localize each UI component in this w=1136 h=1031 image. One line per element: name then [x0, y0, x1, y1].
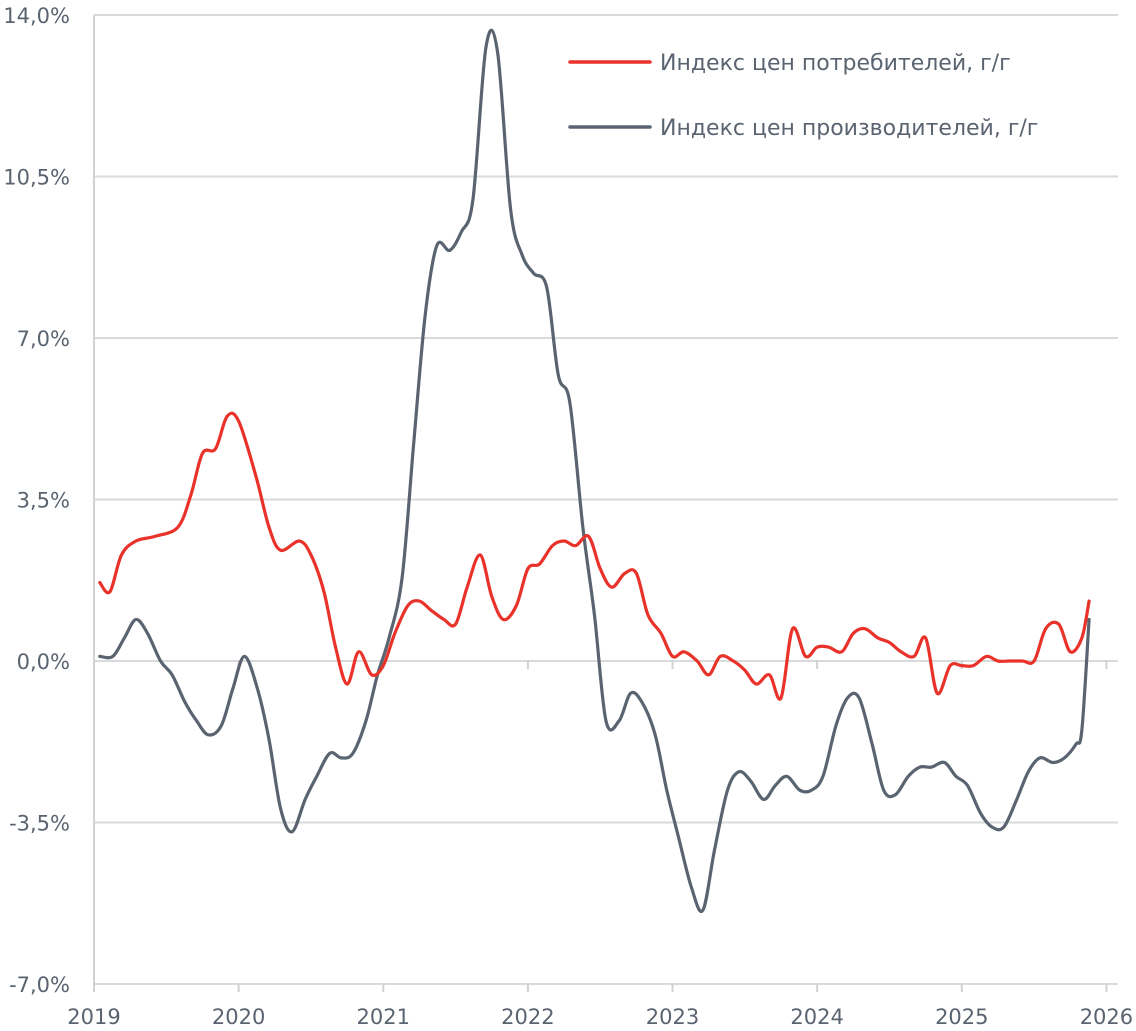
series-line-cpi: [98, 411, 1091, 701]
x-tick-label: 2023: [646, 1005, 699, 1029]
grid-layer: [94, 14, 1118, 985]
y-tick-label: 0,0%: [17, 650, 70, 674]
legend: Индекс цен потребителей, г/г Индекс цен п…: [568, 51, 1038, 141]
series-layer: [98, 28, 1091, 914]
x-tick-label: 2025: [935, 1005, 988, 1029]
legend-label-ppi: Индекс цен производителей, г/г: [660, 116, 1038, 141]
y-tick-label: 3,5%: [17, 489, 70, 513]
y-tick-label: 10,5%: [3, 166, 70, 190]
y-tick-label: -3,5%: [9, 812, 70, 836]
series-line-ppi: [98, 28, 1091, 914]
x-tick-label: 2024: [790, 1005, 843, 1029]
x-tick-label: 2022: [501, 1005, 554, 1029]
y-tick-label: 7,0%: [17, 327, 70, 351]
x-tick-label: 2019: [67, 1005, 120, 1029]
y-tick-label: 14,0%: [3, 4, 70, 28]
x-tick-label: 2021: [357, 1005, 410, 1029]
legend-label-cpi: Индекс цен потребителей, г/г: [660, 51, 1011, 76]
x-tick-label: 2026: [1080, 1005, 1133, 1029]
x-tick-label: 2020: [212, 1005, 265, 1029]
axis-layer: 14,0% 10,5% 7,0% 3,5% 0,0% -3,5% -7,0% 2019 2020…: [3, 4, 1133, 1029]
y-tick-label: -7,0%: [9, 973, 70, 997]
